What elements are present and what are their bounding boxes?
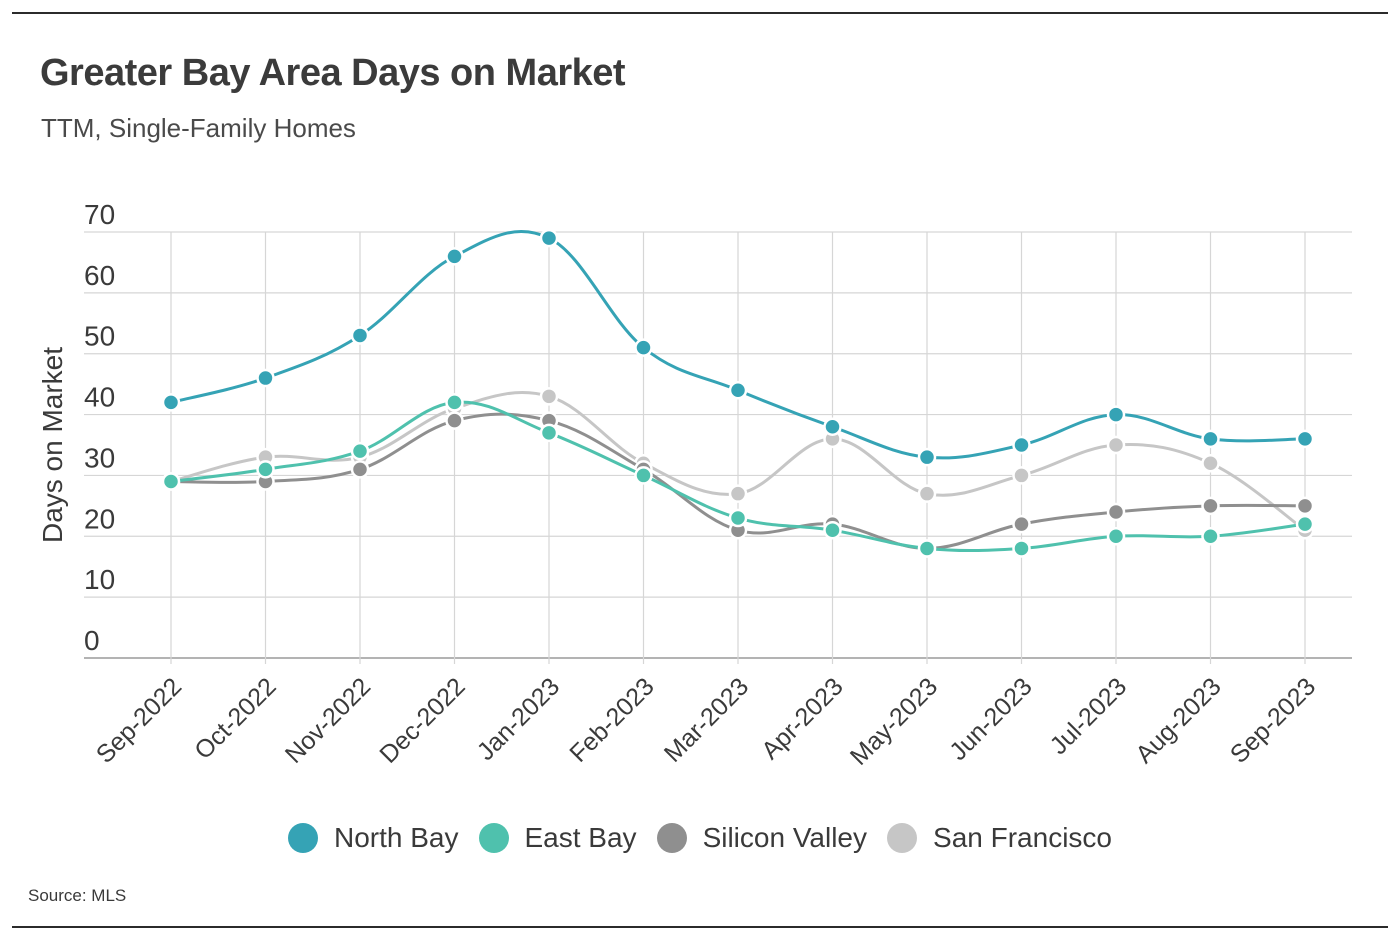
series-group: [161, 228, 1315, 558]
series-east-bay: [161, 393, 1315, 558]
point-east-bay[interactable]: [539, 423, 559, 443]
legend-item-san-francisco[interactable]: San Francisco: [887, 822, 1112, 854]
legend-label: East Bay: [524, 822, 637, 853]
point-east-bay[interactable]: [1295, 514, 1315, 534]
point-east-bay[interactable]: [917, 539, 937, 558]
point-north-bay[interactable]: [1106, 405, 1126, 424]
y-tick-label: 0: [84, 625, 100, 656]
y-tick-label: 20: [84, 503, 115, 534]
point-san-francisco[interactable]: [917, 484, 937, 503]
point-silicon-valley[interactable]: [1012, 514, 1031, 534]
x-tick-label: Oct-2022: [189, 672, 282, 765]
point-east-bay[interactable]: [634, 466, 653, 485]
legend-swatch: [887, 823, 918, 853]
point-san-francisco[interactable]: [1201, 454, 1220, 473]
x-tick-label: May-2023: [845, 672, 943, 770]
point-north-bay[interactable]: [634, 338, 653, 357]
x-tick-label: Sep-2022: [91, 672, 187, 768]
y-tick-label: 50: [84, 321, 115, 352]
x-tick-label: Aug-2023: [1130, 672, 1226, 768]
point-north-bay[interactable]: [1295, 429, 1315, 449]
point-silicon-valley[interactable]: [1201, 496, 1220, 516]
x-tick-label: Jul-2023: [1045, 672, 1133, 760]
y-tick-label: 30: [84, 442, 115, 473]
legend-item-east-bay[interactable]: East Bay: [478, 822, 637, 854]
x-tick-label: Feb-2023: [564, 672, 659, 767]
legend-label: San Francisco: [933, 822, 1112, 853]
point-east-bay[interactable]: [823, 520, 842, 540]
x-tick-label: Apr-2023: [756, 672, 849, 765]
point-north-bay[interactable]: [917, 447, 937, 467]
chart-subtitle: TTM, Single-Family Homes: [41, 113, 356, 143]
point-east-bay[interactable]: [350, 441, 370, 461]
y-tick-label: 10: [84, 564, 115, 595]
point-north-bay[interactable]: [1012, 435, 1031, 455]
x-tick-label: Dec-2022: [374, 672, 470, 768]
y-tick-label: 40: [84, 382, 115, 413]
x-tick-label: Sep-2023: [1225, 672, 1321, 768]
y-axis-label: Days on Market: [37, 347, 68, 543]
source-note: Source: MLS: [28, 886, 127, 905]
x-tick-label: Nov-2022: [280, 672, 376, 768]
point-north-bay[interactable]: [256, 368, 275, 388]
point-silicon-valley[interactable]: [445, 411, 464, 430]
point-silicon-valley[interactable]: [1295, 496, 1315, 516]
point-north-bay[interactable]: [1201, 429, 1220, 449]
point-north-bay[interactable]: [728, 380, 748, 400]
point-silicon-valley[interactable]: [1106, 502, 1126, 522]
legend-label: Silicon Valley: [702, 822, 868, 853]
legend-swatch: [288, 823, 318, 853]
point-north-bay[interactable]: [445, 247, 464, 266]
top-rule: [12, 12, 1388, 14]
point-north-bay[interactable]: [161, 393, 181, 412]
point-san-francisco[interactable]: [539, 387, 559, 406]
point-east-bay[interactable]: [728, 508, 748, 528]
y-tick-label: 60: [84, 260, 115, 291]
point-east-bay[interactable]: [445, 393, 464, 412]
point-east-bay[interactable]: [1106, 527, 1126, 546]
series-north-bay: [161, 228, 1315, 467]
point-east-bay[interactable]: [1012, 539, 1031, 558]
legend-item-silicon-valley[interactable]: Silicon Valley: [656, 822, 868, 854]
point-north-bay[interactable]: [350, 326, 370, 345]
bottom-rule: [12, 926, 1388, 928]
point-silicon-valley[interactable]: [350, 460, 370, 479]
legend: North Bay East Bay Silicon Valley San Franc…: [0, 822, 1400, 854]
legend-label: North Bay: [334, 822, 459, 853]
point-east-bay[interactable]: [161, 472, 181, 491]
legend-item-north-bay[interactable]: North Bay: [288, 822, 459, 854]
y-tick-label: 70: [84, 199, 115, 230]
point-east-bay[interactable]: [1201, 527, 1220, 546]
x-tick-label: Jan-2023: [472, 672, 566, 766]
legend-swatch: [478, 823, 509, 853]
x-tick-label: Jun-2023: [944, 672, 1038, 766]
point-san-francisco[interactable]: [1012, 466, 1031, 485]
point-san-francisco[interactable]: [728, 484, 748, 503]
chart-title: Greater Bay Area Days on Market: [40, 52, 626, 94]
legend-swatch: [656, 823, 687, 853]
point-north-bay[interactable]: [823, 417, 842, 436]
point-east-bay[interactable]: [256, 460, 275, 479]
y-axis-ticks: 0 10 20 30 40 50 60 70: [84, 199, 115, 656]
point-san-francisco[interactable]: [1106, 435, 1126, 455]
x-tick-label: Mar-2023: [659, 672, 754, 767]
point-north-bay[interactable]: [539, 228, 559, 248]
